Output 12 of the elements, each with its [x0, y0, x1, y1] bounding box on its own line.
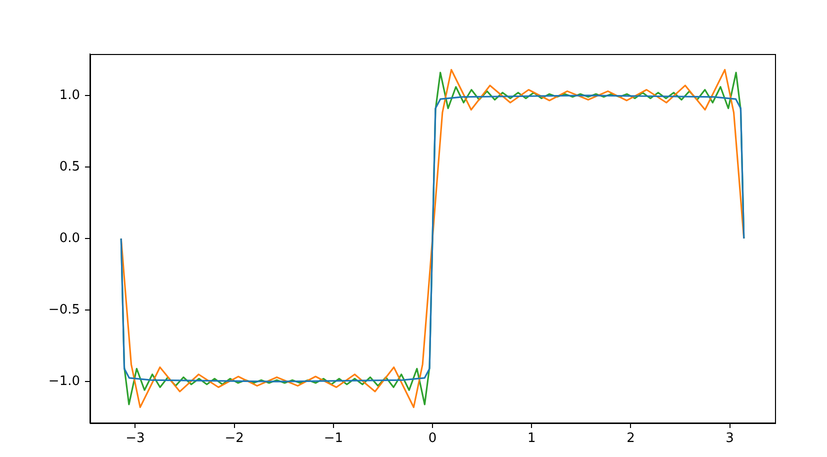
- x-tick-label: −2: [224, 431, 244, 446]
- x-tick-label: 3: [726, 431, 734, 446]
- y-tick-label: 0.5: [59, 159, 80, 174]
- x-tick-label: −1: [324, 431, 343, 446]
- y-tick-label: 0.0: [59, 230, 80, 246]
- x-tick-label: −3: [126, 431, 145, 446]
- y-tick-label: −0.5: [48, 302, 80, 318]
- x-tick-label: 0: [428, 431, 437, 446]
- x-tick-label: 1: [527, 431, 536, 446]
- y-tick-label: 1.0: [59, 88, 80, 103]
- y-tick-label: −1.0: [48, 374, 80, 389]
- x-tick-label: 2: [626, 431, 635, 446]
